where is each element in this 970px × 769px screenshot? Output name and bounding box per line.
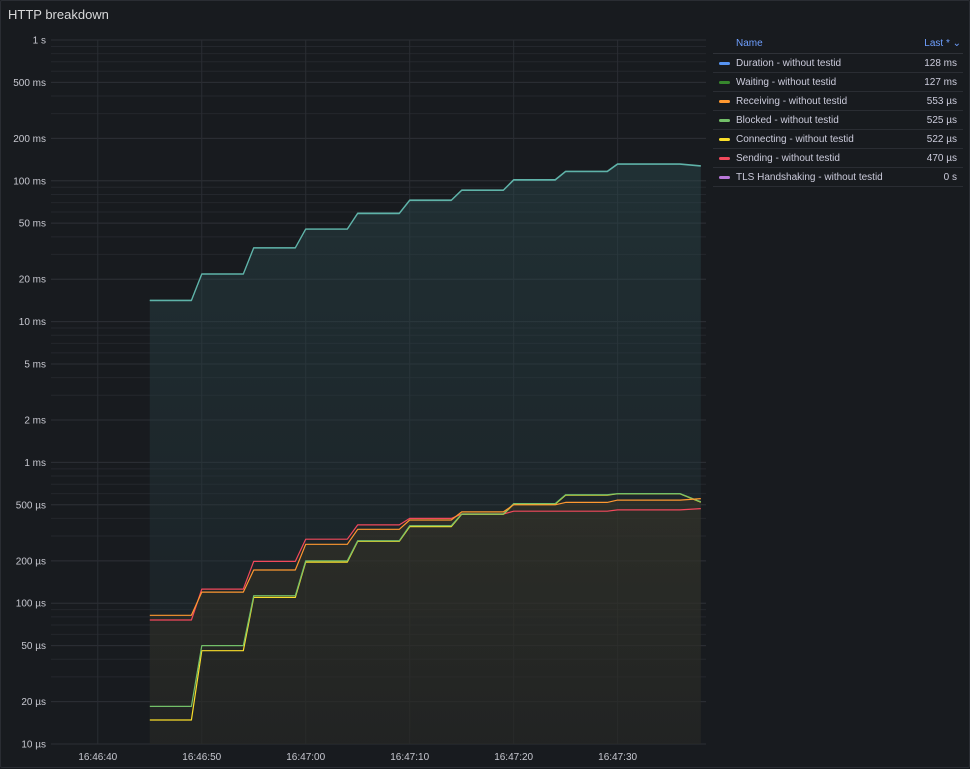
legend-swatch <box>719 156 730 160</box>
y-tick-label: 100 ms <box>13 176 46 187</box>
legend-item-last: 128 ms <box>924 57 957 69</box>
legend-swatch <box>719 99 730 103</box>
y-tick-label: 50 ms <box>19 219 46 230</box>
y-tick-label: 500 ms <box>13 78 46 89</box>
y-tick-label: 100 µs <box>16 599 46 610</box>
legend-item-name: Waiting - without testid <box>736 76 837 88</box>
y-tick-label: 200 µs <box>16 556 46 567</box>
y-tick-label: 10 µs <box>21 740 46 751</box>
legend-item[interactable]: Connecting - without testid 522 µs <box>713 130 963 149</box>
y-tick-label: 1 ms <box>24 458 46 469</box>
legend-item-name: Receiving - without testid <box>736 95 848 107</box>
legend-item-last: 0 s <box>943 171 957 183</box>
legend-name-header[interactable]: Name <box>736 37 763 49</box>
y-tick-label: 20 µs <box>21 697 46 708</box>
area-fill-receiving <box>149 498 701 744</box>
y-tick-label: 5 ms <box>24 359 46 370</box>
legend: Name Last * ⌄ Duration - without testid 1… <box>713 33 963 187</box>
legend-item-name: Sending - without testid <box>736 152 840 164</box>
x-tick-label: 16:47:10 <box>390 752 429 763</box>
legend-item[interactable]: Receiving - without testid 553 µs <box>713 92 963 111</box>
y-tick-label: 10 ms <box>19 317 46 328</box>
legend-item[interactable]: Waiting - without testid 127 ms <box>713 73 963 92</box>
legend-item-last: 525 µs <box>926 114 957 126</box>
legend-item[interactable]: TLS Handshaking - without testid 0 s <box>713 168 963 187</box>
series-line-sending <box>149 508 701 621</box>
y-tick-label: 2 ms <box>24 416 46 427</box>
chart[interactable]: 1 s 500 ms 200 ms 100 ms 50 ms 20 ms 10 ms 5 ms… <box>1 1 711 769</box>
x-tick-label: 16:47:20 <box>494 752 533 763</box>
legend-swatch <box>719 175 730 179</box>
legend-item-name: Duration - without testid <box>736 57 842 69</box>
legend-item-last: 470 µs <box>926 152 957 164</box>
x-tick-label: 16:46:50 <box>182 752 221 763</box>
legend-item[interactable]: Duration - without testid 128 ms <box>713 54 963 73</box>
x-tick-label: 16:46:40 <box>78 752 117 763</box>
y-tick-label: 500 µs <box>16 500 46 511</box>
y-tick-label: 20 ms <box>19 275 46 286</box>
x-tick-label: 16:47:00 <box>286 752 325 763</box>
series-line-blocked <box>149 493 702 707</box>
y-tick-label: 200 ms <box>13 134 46 145</box>
legend-swatch <box>719 137 730 141</box>
legend-header: Name Last * ⌄ <box>713 33 963 54</box>
series-line-duration <box>149 163 701 301</box>
y-tick-label: 50 µs <box>21 641 46 652</box>
legend-swatch <box>719 61 730 65</box>
panel-title: HTTP breakdown <box>8 7 109 22</box>
legend-item-name: Connecting - without testid <box>736 133 854 145</box>
series-line-receiving <box>149 498 701 616</box>
legend-last-header[interactable]: Last * ⌄ <box>924 37 961 49</box>
legend-item-name: TLS Handshaking - without testid <box>736 171 883 183</box>
legend-swatch <box>719 80 730 84</box>
legend-item[interactable]: Sending - without testid 470 µs <box>713 149 963 168</box>
legend-item-last: 553 µs <box>926 95 957 107</box>
legend-item-name: Blocked - without testid <box>736 114 839 126</box>
y-tick-label: 1 s <box>33 36 46 47</box>
legend-item-last: 522 µs <box>926 133 957 145</box>
legend-item[interactable]: Blocked - without testid 525 µs <box>713 111 963 130</box>
legend-item-last: 127 ms <box>924 76 957 88</box>
x-tick-label: 16:47:30 <box>598 752 637 763</box>
legend-swatch <box>719 118 730 122</box>
